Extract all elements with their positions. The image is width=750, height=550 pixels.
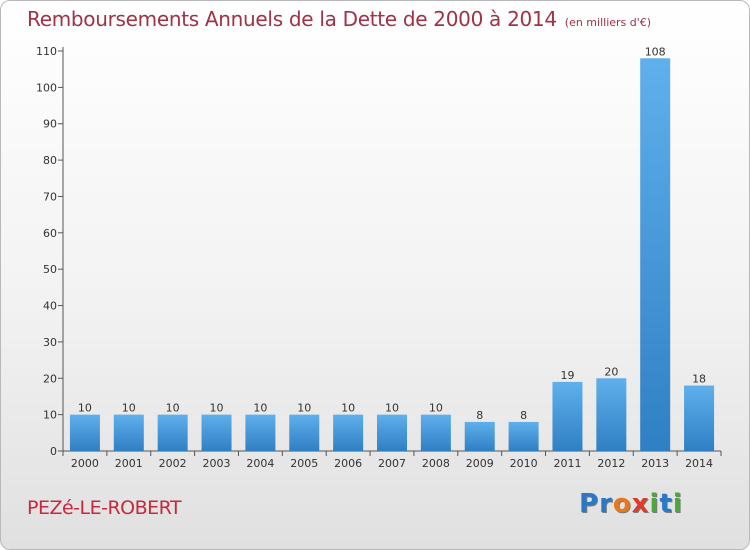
chart-title: Remboursements Annuels de la Dette de 20… xyxy=(27,7,651,31)
bar-2007 xyxy=(377,414,407,451)
y-tick-label: 30 xyxy=(43,336,57,349)
x-tick-label: 2006 xyxy=(334,457,362,470)
logo-letter: P xyxy=(579,489,600,519)
x-tick-label: 2011 xyxy=(553,457,581,470)
logo-letter: t xyxy=(659,489,673,519)
data-label-2013: 108 xyxy=(645,45,666,58)
y-tick-label: 0 xyxy=(50,445,57,458)
y-tick-label: 60 xyxy=(43,227,57,240)
bar-2009 xyxy=(464,421,495,451)
data-label-2001: 10 xyxy=(122,402,136,415)
logo-letter: i xyxy=(672,489,683,519)
y-tick-label: 70 xyxy=(43,190,57,203)
bar-2006 xyxy=(333,414,364,451)
data-label-2003: 10 xyxy=(210,402,224,415)
bar-2012 xyxy=(596,378,627,451)
logo-letter: r xyxy=(599,489,613,519)
x-tick-label: 2003 xyxy=(203,457,231,470)
x-tick-label: 2009 xyxy=(466,457,494,470)
y-tick-label: 50 xyxy=(43,263,57,276)
bar-2013 xyxy=(640,58,671,451)
y-tick-label: 100 xyxy=(36,81,57,94)
y-tick-label: 80 xyxy=(43,154,57,167)
data-label-2000: 10 xyxy=(78,402,92,415)
data-label-2014: 18 xyxy=(692,373,706,386)
x-tick-label: 2013 xyxy=(641,457,669,470)
x-tick-label: 2000 xyxy=(71,457,99,470)
bar-2011 xyxy=(552,381,583,451)
data-label-2012: 20 xyxy=(604,365,618,378)
chart-unit-note: (en milliers d'€) xyxy=(564,16,652,29)
y-axis: 0 10 20 30 40 50 60 70 80 90 100 110 xyxy=(36,45,64,458)
x-tick-label: 2001 xyxy=(115,457,143,470)
data-label-2002: 10 xyxy=(166,402,180,415)
data-label-2008: 10 xyxy=(429,402,443,415)
x-tick-label: 2008 xyxy=(422,457,450,470)
data-label-2011: 19 xyxy=(560,369,574,382)
bar-2014 xyxy=(684,385,715,451)
data-label-2009: 8 xyxy=(476,409,483,422)
data-label-2010: 8 xyxy=(520,409,527,422)
bar-2010 xyxy=(508,421,539,451)
logo-letter: x xyxy=(631,489,650,519)
logo-letter: o xyxy=(612,489,632,519)
chart-title-text: Remboursements Annuels de la Dette de 20… xyxy=(27,7,557,31)
x-tick-label: 2002 xyxy=(159,457,187,470)
bar-2005 xyxy=(289,414,320,451)
data-label-2006: 10 xyxy=(341,402,355,415)
x-tick-label: 2012 xyxy=(597,457,625,470)
bar-2008 xyxy=(420,414,451,451)
bars xyxy=(69,58,715,451)
proxiti-logo: Proxiti xyxy=(579,489,683,519)
y-tick-label: 20 xyxy=(43,372,57,385)
y-tick-label: 110 xyxy=(36,45,57,58)
place-name: PEZé-LE-ROBERT xyxy=(27,497,182,519)
y-tick-label: 10 xyxy=(43,409,57,422)
bar-2001 xyxy=(113,414,144,451)
data-label-2005: 10 xyxy=(297,402,311,415)
x-tick-label: 2004 xyxy=(246,457,274,470)
bar-2004 xyxy=(245,414,276,451)
x-tick-label: 2010 xyxy=(510,457,538,470)
logo-letter: i xyxy=(649,489,660,519)
y-tick-label: 90 xyxy=(43,118,57,131)
data-label-2004: 10 xyxy=(253,402,267,415)
bar-2002 xyxy=(157,414,188,451)
x-axis: 2000 2001 2002 2003 2004 2005 2006 2007 2008 2009… xyxy=(62,450,722,470)
x-tick-label: 2005 xyxy=(290,457,318,470)
x-tick-label: 2007 xyxy=(378,457,406,470)
bar-2000 xyxy=(69,414,100,451)
x-tick-label: 2014 xyxy=(685,457,713,470)
y-tick-label: 40 xyxy=(43,300,57,313)
bar-2003 xyxy=(201,414,232,451)
data-label-2007: 10 xyxy=(385,402,399,415)
